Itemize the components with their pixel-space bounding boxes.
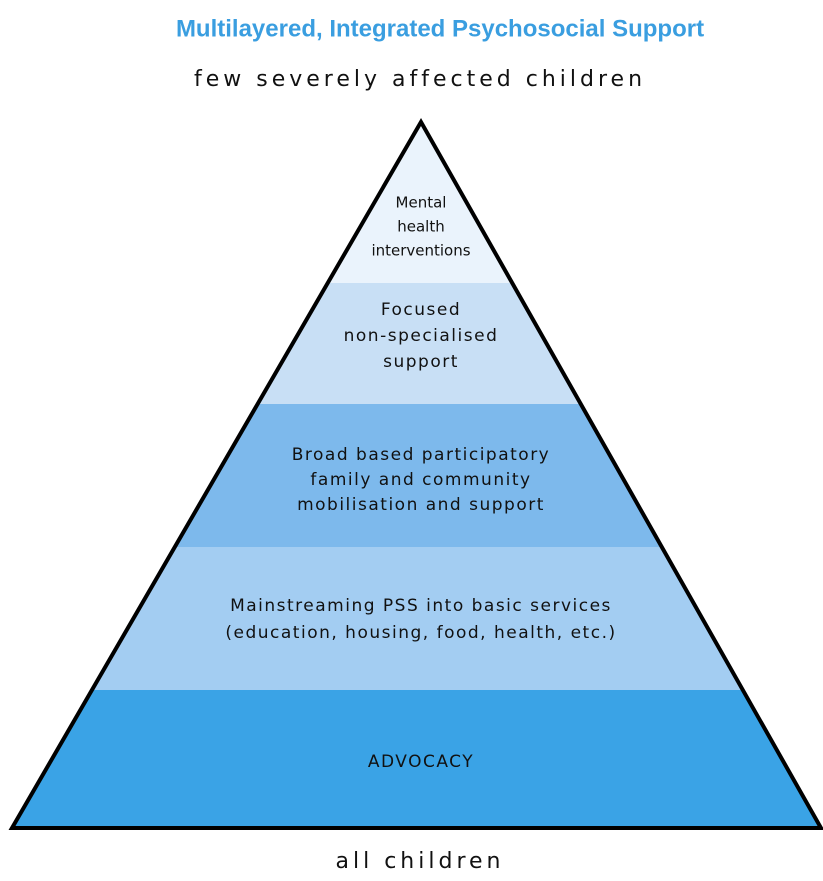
pyramid-outline (8, 117, 823, 830)
title: Multilayered, Integrated Psychosocial Su… (176, 15, 704, 42)
layer-label: ADVOCACY (368, 752, 474, 772)
layer-label: Focused (381, 300, 461, 320)
layer-label: (education, housing, food, health, etc.) (225, 623, 616, 643)
layer-label: interventions (371, 242, 470, 260)
layer-band (12, 547, 821, 690)
layer-label: Mental (396, 194, 447, 212)
bottom-label: all children (336, 849, 505, 874)
layer-label: family and community (310, 470, 531, 490)
layer-label: non-specialised (344, 326, 499, 346)
layer-label: health (397, 218, 444, 236)
layer-band (12, 690, 821, 828)
layer-label: mobilisation and support (297, 495, 545, 515)
top-label: few severely affected children (194, 67, 646, 92)
layer-label: Broad based participatory (292, 445, 551, 465)
layer-label: support (383, 352, 459, 372)
layer-label: Mainstreaming PSS into basic services (230, 596, 612, 616)
